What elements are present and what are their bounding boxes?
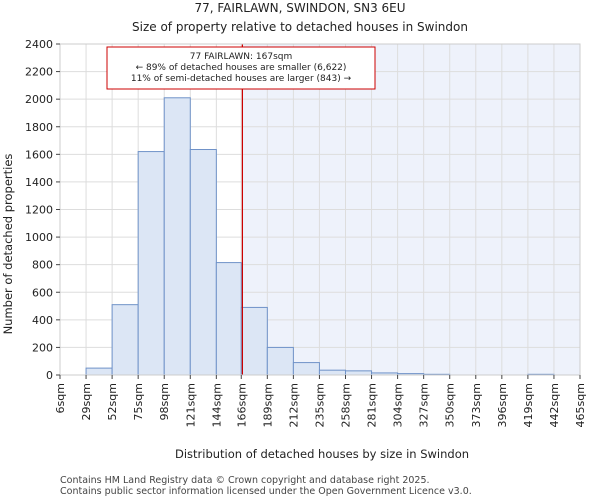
- chart-subtitle: Size of property relative to detached ho…: [132, 20, 468, 34]
- y-tick-label-2400: 2400: [25, 38, 53, 51]
- y-tick-label-400: 400: [32, 314, 53, 327]
- x-tick-label-304sqm: 304sqm: [392, 383, 405, 427]
- x-tick-label-144sqm: 144sqm: [210, 383, 223, 427]
- bar-189sqm: [266, 346, 294, 376]
- y-tick-label-1800: 1800: [25, 121, 53, 134]
- y-tick-label-1000: 1000: [25, 231, 53, 244]
- annotation-line-2: ← 89% of detached houses are smaller (6,…: [136, 63, 347, 73]
- y-tick-label-800: 800: [32, 259, 53, 272]
- y-tick-label-200: 200: [32, 341, 53, 354]
- bar-166sqm: [240, 306, 268, 376]
- bar-29sqm: [85, 367, 113, 376]
- x-tick-label-166sqm: 166sqm: [235, 383, 248, 427]
- y-tick-label-2200: 2200: [25, 66, 53, 79]
- y-axis-ticks: 0 200 400 600 800 1000 1200 1400 1600 1800 2000 220…: [25, 38, 60, 382]
- y-tick-label-1200: 1200: [25, 204, 53, 217]
- x-tick-label-350sqm: 350sqm: [444, 383, 457, 427]
- bar-258sqm: [344, 370, 373, 376]
- bar-75sqm: [137, 151, 165, 376]
- x-tick-label-212sqm: 212sqm: [287, 383, 300, 427]
- bar-52sqm: [111, 304, 139, 376]
- chart-title: 77, FAIRLAWN, SWINDON, SN3 6EU: [194, 1, 405, 15]
- x-tick-label-29sqm: 29sqm: [80, 383, 93, 420]
- bar-144sqm: [215, 262, 242, 376]
- x-tick-label-442sqm: 442sqm: [548, 383, 561, 427]
- y-tick-label-1600: 1600: [25, 148, 53, 161]
- annotation-line-1: 77 FAIRLAWN: 167sqm: [190, 52, 293, 62]
- annotation-box: 77 FAIRLAWN: 167sqm ← 89% of detached ho…: [106, 46, 376, 90]
- x-tick-label-98sqm: 98sqm: [158, 383, 171, 420]
- annotation-frame: [106, 46, 376, 90]
- x-tick-label-189sqm: 189sqm: [261, 383, 274, 427]
- x-axis-label: Distribution of detached houses by size …: [175, 447, 469, 461]
- y-axis-label: Number of detached properties: [1, 154, 15, 335]
- x-tick-label-419sqm: 419sqm: [522, 383, 535, 427]
- y-tick-label-0: 0: [46, 369, 53, 382]
- bar-212sqm: [292, 362, 320, 376]
- x-tick-label-465sqm: 465sqm: [574, 383, 587, 427]
- x-axis-ticks: 6sqm 29sqm 52sqm 75sqm 98sqm 121sqm 144sqm 166s…: [54, 375, 587, 427]
- footer-licence: Contains public sector information licen…: [60, 486, 472, 497]
- x-tick-label-6sqm: 6sqm: [54, 383, 67, 413]
- y-tick-label-600: 600: [32, 286, 53, 299]
- bar-121sqm: [189, 149, 217, 376]
- annotation-line-3: 11% of semi-detached houses are larger (…: [131, 74, 352, 84]
- x-tick-label-327sqm: 327sqm: [418, 383, 431, 427]
- x-tick-label-258sqm: 258sqm: [339, 383, 352, 427]
- x-tick-label-75sqm: 75sqm: [132, 383, 145, 420]
- x-tick-label-121sqm: 121sqm: [184, 383, 197, 427]
- x-tick-label-235sqm: 235sqm: [313, 383, 326, 427]
- x-tick-label-373sqm: 373sqm: [470, 383, 483, 427]
- x-tick-label-396sqm: 396sqm: [496, 383, 509, 427]
- footer-copyright: Contains HM Land Registry data © Crown c…: [60, 475, 430, 486]
- y-tick-label-1400: 1400: [25, 176, 53, 189]
- y-tick-label-2000: 2000: [25, 93, 53, 106]
- x-tick-label-52sqm: 52sqm: [106, 383, 119, 420]
- bar-235sqm: [318, 369, 346, 376]
- bar-98sqm: [163, 97, 191, 376]
- x-tick-label-281sqm: 281sqm: [366, 383, 379, 427]
